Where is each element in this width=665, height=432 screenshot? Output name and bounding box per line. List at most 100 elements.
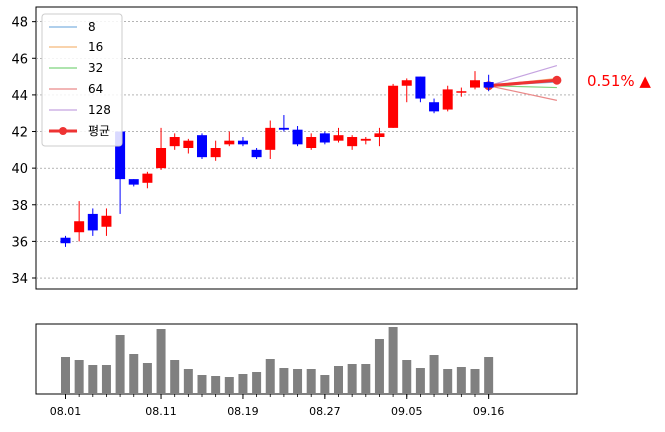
x-tick-label: 08.27 bbox=[309, 405, 341, 418]
candle-body bbox=[278, 127, 289, 130]
candle-body bbox=[224, 140, 235, 145]
y-tick-label-42: 42 bbox=[11, 126, 28, 141]
volume-bar bbox=[429, 355, 439, 394]
x-tick-label: 08.11 bbox=[145, 405, 177, 418]
volume-bar bbox=[129, 354, 139, 394]
x-tick-label: 09.16 bbox=[473, 405, 505, 418]
volume-bar bbox=[197, 375, 207, 394]
volume-bar bbox=[279, 368, 289, 394]
volume-bar bbox=[334, 366, 343, 394]
candle-body bbox=[347, 137, 358, 147]
date-x-axis: 08.01 08.11 08.19 08.27 09.05 09.16 bbox=[50, 394, 505, 418]
volume-bar bbox=[374, 339, 384, 394]
volume-bar bbox=[456, 367, 466, 394]
candle-body bbox=[74, 221, 85, 233]
candle-body bbox=[333, 135, 344, 141]
volume-bar bbox=[211, 376, 221, 394]
candle-body bbox=[60, 237, 71, 244]
candle-body bbox=[319, 133, 330, 143]
candle-body bbox=[292, 129, 303, 145]
volume-bar bbox=[156, 329, 166, 394]
volume-bar bbox=[183, 369, 193, 394]
volume-bar bbox=[320, 375, 330, 394]
legend-label-8: 8 bbox=[88, 20, 96, 34]
volume-bar bbox=[443, 369, 453, 394]
candle-body bbox=[197, 135, 207, 158]
candle-body bbox=[388, 85, 399, 128]
candle-body bbox=[128, 179, 139, 185]
volume-bar bbox=[88, 365, 98, 394]
volume-bar bbox=[388, 327, 398, 394]
candle-body bbox=[374, 133, 385, 138]
legend: 8 16 32 64 128 평균 bbox=[41, 13, 123, 147]
legend-label-64: 64 bbox=[88, 82, 103, 96]
legend-label-128: 128 bbox=[88, 103, 111, 117]
candle-body bbox=[470, 80, 480, 88]
y-tick-label-44: 44 bbox=[11, 89, 28, 104]
candlesticks bbox=[60, 71, 494, 247]
candle-body bbox=[142, 173, 153, 183]
candle-body bbox=[251, 149, 262, 158]
legend-marker-average bbox=[59, 127, 67, 135]
volume-panel: 08.01 08.11 08.19 08.27 09.05 09.16 bbox=[35, 323, 578, 418]
legend-label-32: 32 bbox=[88, 61, 103, 75]
volume-bar bbox=[142, 363, 152, 394]
change-percent-label: 0.51% ▲ bbox=[587, 72, 651, 90]
volume-bar bbox=[265, 359, 275, 394]
volume-bar bbox=[306, 369, 316, 394]
candle-body bbox=[156, 148, 167, 169]
volume-bar bbox=[347, 364, 357, 394]
forecast-line-64 bbox=[488, 85, 558, 101]
candle-body bbox=[265, 127, 276, 150]
volume-bar bbox=[470, 369, 480, 394]
candle-body bbox=[483, 82, 494, 88]
forecast-line-128 bbox=[488, 65, 558, 87]
price-panel: 34 36 38 40 42 44 46 48 0.51% ▲ bbox=[11, 6, 651, 290]
forecast-lines bbox=[484, 65, 562, 101]
volume-bar bbox=[484, 357, 494, 394]
x-tick-label: 09.05 bbox=[391, 405, 423, 418]
volume-bar bbox=[61, 357, 70, 394]
candle-body bbox=[401, 80, 412, 86]
legend-label-16: 16 bbox=[88, 40, 103, 54]
volume-bar bbox=[224, 377, 234, 394]
legend-label-average: 평균 bbox=[88, 124, 110, 138]
candle-body bbox=[306, 137, 317, 148]
volume-bar bbox=[101, 365, 111, 394]
price-y-axis: 34 36 38 40 42 44 46 48 bbox=[11, 16, 36, 287]
candle-body bbox=[87, 213, 98, 231]
forecast-end-marker bbox=[552, 75, 562, 85]
forecast-line-average bbox=[488, 78, 558, 88]
candle-body bbox=[169, 137, 180, 147]
candle-body bbox=[442, 89, 453, 110]
y-tick-label-34: 34 bbox=[11, 272, 28, 287]
x-tick-label: 08.19 bbox=[227, 405, 259, 418]
volume-bar bbox=[252, 372, 262, 394]
candle-body bbox=[415, 76, 426, 99]
candle-body bbox=[210, 148, 221, 158]
candle-body bbox=[360, 138, 371, 141]
volume-bar bbox=[402, 360, 412, 394]
candle-body bbox=[115, 131, 126, 180]
y-tick-label-48: 48 bbox=[11, 16, 28, 31]
y-tick-label-46: 46 bbox=[11, 52, 28, 67]
volume-bar bbox=[115, 335, 125, 394]
volume-bars bbox=[61, 327, 494, 394]
candle-body bbox=[237, 140, 248, 145]
volume-bar bbox=[74, 360, 84, 394]
y-tick-label-36: 36 bbox=[11, 235, 28, 250]
volume-bar bbox=[361, 364, 371, 394]
volume-bar bbox=[415, 368, 425, 394]
candle-body bbox=[101, 215, 112, 227]
y-tick-label-40: 40 bbox=[11, 162, 28, 177]
volume-bar bbox=[170, 360, 180, 394]
y-tick-label-38: 38 bbox=[11, 199, 28, 214]
candle-body bbox=[456, 91, 467, 93]
x-tick-label: 08.01 bbox=[50, 405, 82, 418]
candle-body bbox=[429, 102, 440, 112]
candle-body bbox=[183, 140, 194, 148]
volume-bar bbox=[293, 369, 303, 394]
volume-bar bbox=[238, 374, 248, 394]
